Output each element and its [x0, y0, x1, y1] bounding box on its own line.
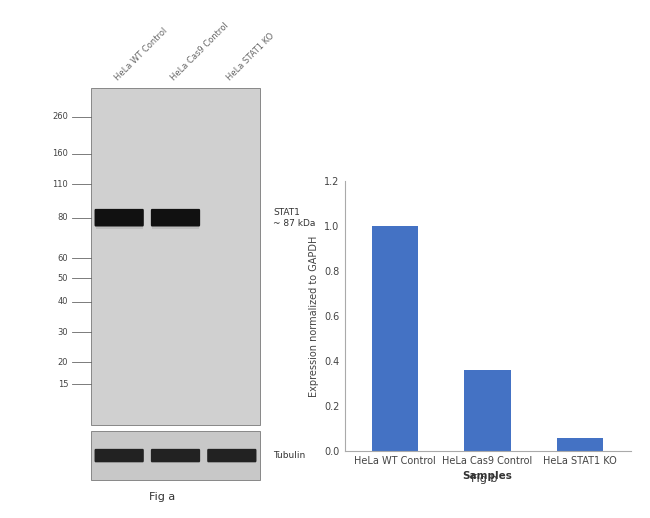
Text: Tubulin: Tubulin: [273, 451, 306, 460]
Text: Fig b: Fig b: [471, 474, 497, 484]
Text: 80: 80: [58, 213, 68, 222]
FancyBboxPatch shape: [94, 449, 144, 462]
Y-axis label: Expression normalized to GAPDH: Expression normalized to GAPDH: [309, 235, 318, 397]
Text: Fig a: Fig a: [150, 493, 176, 502]
Text: 260: 260: [53, 112, 68, 121]
FancyBboxPatch shape: [151, 209, 200, 226]
Text: HeLa WT Control: HeLa WT Control: [113, 27, 170, 83]
Text: HeLa Cas9 Control: HeLa Cas9 Control: [169, 22, 231, 83]
Text: 110: 110: [53, 180, 68, 189]
Text: STAT1
~ 87 kDa: STAT1 ~ 87 kDa: [273, 208, 315, 228]
Text: 15: 15: [58, 380, 68, 389]
Bar: [96, 224, 143, 229]
Text: 160: 160: [53, 149, 68, 158]
FancyBboxPatch shape: [151, 449, 200, 462]
Bar: [556, 438, 603, 451]
FancyBboxPatch shape: [94, 209, 144, 226]
Bar: [91, 88, 260, 425]
Bar: [91, 431, 260, 480]
FancyBboxPatch shape: [207, 449, 257, 462]
Bar: [465, 370, 510, 451]
Text: 60: 60: [58, 254, 68, 263]
Text: HeLa STAT1 KO: HeLa STAT1 KO: [225, 32, 276, 83]
Text: 20: 20: [58, 358, 68, 367]
X-axis label: Samples: Samples: [463, 471, 512, 481]
Text: 50: 50: [58, 274, 68, 283]
Text: 40: 40: [58, 297, 68, 306]
Bar: [372, 226, 419, 451]
Text: 30: 30: [58, 328, 68, 337]
Bar: [152, 224, 199, 229]
